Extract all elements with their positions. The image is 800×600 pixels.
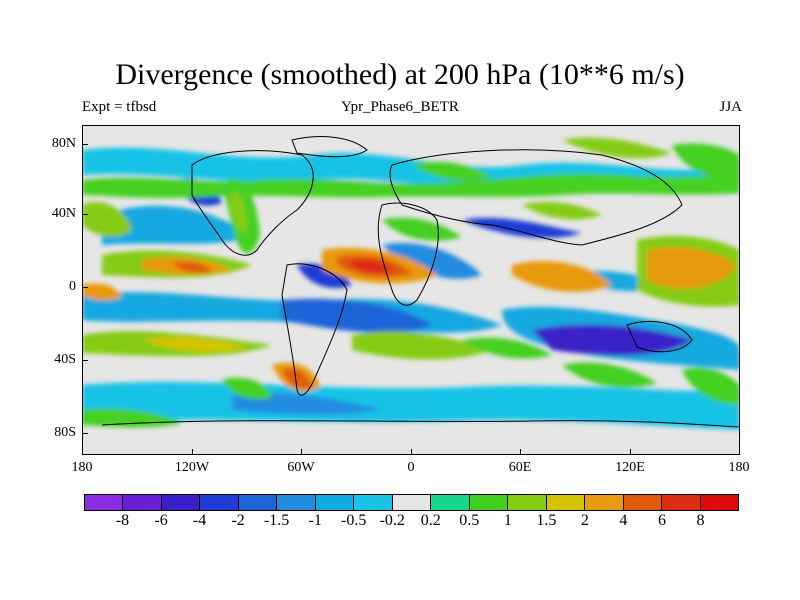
colorbar-box <box>315 495 355 510</box>
colorbar-level-label: 8 <box>696 512 705 529</box>
colorbar-box <box>546 495 586 510</box>
x-tick <box>301 449 302 455</box>
x-tick <box>82 449 83 455</box>
x-label-180-west: 180 <box>71 460 93 475</box>
experiment-label: Expt = tfbsd <box>82 99 157 115</box>
x-label-60w: 60W <box>287 460 315 475</box>
y-label-40n: 40N <box>51 206 76 221</box>
colorbar-box <box>431 495 470 510</box>
colorbar-box <box>277 495 316 510</box>
y-label-80n: 80N <box>51 136 76 151</box>
x-tick <box>192 449 193 455</box>
greenland-outline <box>291 136 368 158</box>
coastlines <box>101 136 740 428</box>
colorbar-level-label: 6 <box>657 512 666 529</box>
colorbar-level-label: -6 <box>154 512 168 529</box>
eurasia-outline <box>389 149 683 246</box>
colorbar-level-label: 0.2 <box>420 512 441 529</box>
colorbar-level-label: -8 <box>115 512 130 529</box>
divergence-map <box>82 125 740 455</box>
divergence-field <box>82 137 740 430</box>
x-label-180-east: 180 <box>728 460 750 475</box>
south-america-outline <box>281 263 348 396</box>
colorbar-level-label: -1.5 <box>263 512 290 529</box>
y-tick <box>82 144 88 145</box>
colorbar-box <box>623 495 663 510</box>
x-label-0: 0 <box>407 460 415 475</box>
colorbar-level-label: 1 <box>503 512 512 529</box>
colorbar-level-label: 1.5 <box>536 512 557 529</box>
colorbar-level-label: -4 <box>192 512 207 529</box>
season-label: JJA <box>719 99 742 115</box>
colorbar-level-label: -2 <box>231 512 245 529</box>
x-label-120w: 120W <box>174 460 210 475</box>
x-tick <box>630 449 631 455</box>
africa-outline <box>377 202 439 306</box>
antarctica-outline <box>101 420 740 428</box>
colorbar-box <box>354 495 393 510</box>
colorbar-box <box>85 495 124 510</box>
colorbar-level-label: -1 <box>308 512 322 529</box>
colorbar <box>84 494 739 511</box>
run-label: Ypr_Phase6_BETR <box>341 99 459 115</box>
x-label-120e: 120E <box>615 460 645 475</box>
colorbar-level-label: 4 <box>619 512 628 529</box>
colorbar-box <box>662 495 701 510</box>
colorbar-box <box>585 495 624 510</box>
y-label-equator: 0 <box>69 279 76 294</box>
colorbar-box <box>392 495 432 510</box>
y-label-80s: 80S <box>54 425 76 440</box>
colorbar-box <box>200 495 239 510</box>
y-tick <box>82 287 88 288</box>
x-tick <box>520 449 521 455</box>
map-title: Divergence (smoothed) at 200 hPa (10**6 … <box>115 58 685 91</box>
colorbar-box <box>700 495 738 510</box>
x-label-60e: 60E <box>508 460 532 475</box>
colorbar-level-label: -0.2 <box>379 512 405 529</box>
map-plot <box>82 125 740 455</box>
colorbar-level-label: 2 <box>580 512 589 529</box>
x-tick <box>411 449 412 455</box>
y-tick <box>82 214 88 215</box>
colorbar-box <box>123 495 162 510</box>
north-america-outline <box>191 150 314 256</box>
colorbar-level-label: -0.5 <box>341 512 367 529</box>
y-tick <box>82 433 88 434</box>
y-label-40s: 40S <box>54 352 76 367</box>
colorbar-box <box>161 495 201 510</box>
colorbar-box <box>238 495 278 510</box>
y-tick <box>82 360 88 361</box>
colorbar-level-label: 0.5 <box>459 512 480 529</box>
australia-outline <box>626 321 693 353</box>
x-tick <box>739 449 740 455</box>
colorbar-box <box>469 495 509 510</box>
colorbar-box <box>508 495 547 510</box>
